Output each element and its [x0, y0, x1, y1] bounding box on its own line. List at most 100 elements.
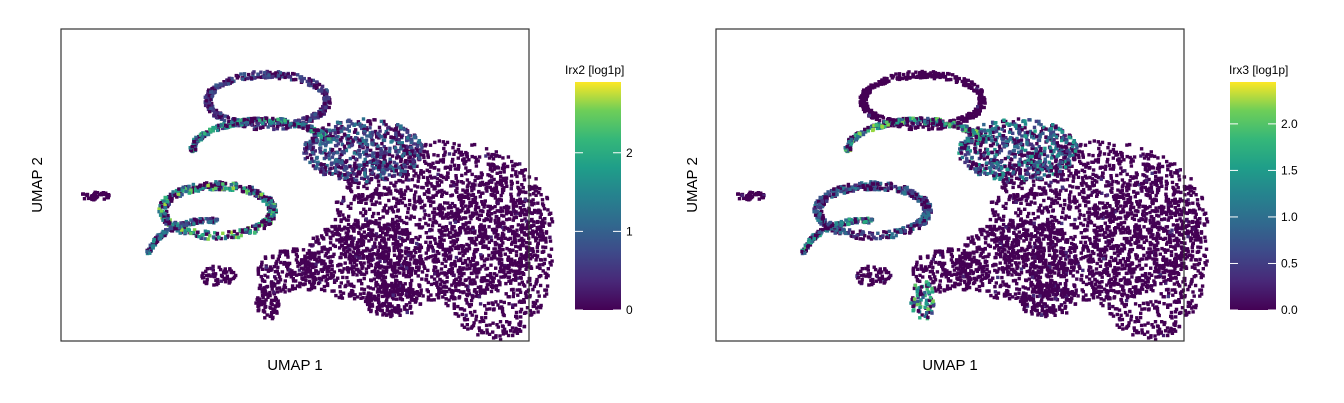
hexbin-cell — [547, 222, 551, 226]
hexbin-cell — [293, 270, 297, 275]
hexbin-cell — [354, 178, 359, 183]
hexbin-cell — [352, 236, 356, 240]
hexbin-cell — [302, 260, 306, 265]
hexbin-cell — [188, 148, 193, 152]
hexbin-cell — [453, 220, 458, 224]
hexbin-cell — [383, 232, 388, 237]
hexbin-cell — [461, 253, 465, 258]
hexbin-cell — [456, 209, 460, 213]
hexbin-cell — [386, 187, 390, 192]
hexbin-cell — [324, 279, 328, 283]
hexbin-cell — [334, 128, 338, 133]
hexbin-cell — [397, 266, 401, 270]
hexbin-cell — [368, 207, 372, 211]
hexbin-cell — [335, 138, 339, 143]
hexbin-cell — [262, 226, 266, 231]
hexbin-cell — [508, 329, 513, 333]
hexbin-cell — [466, 230, 471, 235]
hexbin-cell — [476, 285, 481, 289]
hexbin-cell — [325, 267, 329, 271]
hexbin-cell — [504, 179, 508, 184]
hexbin-cell — [365, 180, 369, 184]
hexbin-cell — [422, 216, 426, 220]
hexbin-cell — [357, 181, 361, 185]
hexbin-cell — [446, 216, 450, 220]
hexbin-cell — [325, 94, 329, 99]
hexbin-cell — [401, 180, 405, 184]
hexbin-cell — [250, 185, 254, 190]
hexbin-cell — [520, 218, 524, 223]
hexbin-cell — [513, 303, 518, 307]
hexbin-cell — [497, 243, 502, 247]
hexbin-cell — [467, 276, 471, 280]
hexbin-cell — [265, 69, 269, 74]
hexbin-cell — [342, 247, 346, 252]
hexbin-cell — [536, 219, 540, 224]
hexbin-cell — [396, 248, 401, 252]
hexbin-cell — [512, 236, 516, 240]
hexbin-cell — [395, 189, 400, 193]
hexbin-cell — [415, 164, 419, 168]
hexbin-cell — [479, 175, 483, 180]
hexbin-cell — [215, 128, 220, 133]
hexbin-cell — [407, 198, 412, 203]
hexbin-cell — [285, 264, 290, 268]
hexbin-cell — [395, 227, 399, 231]
hexbin-cell — [397, 253, 402, 257]
hexbin-cell — [433, 272, 437, 276]
hexbin-cell — [206, 237, 210, 241]
hexbin-cell — [487, 332, 492, 336]
hexbin-cell — [359, 200, 363, 204]
hexbin-cell — [148, 251, 152, 255]
hexbin-cell — [498, 334, 502, 338]
hexbin-cell — [329, 140, 333, 144]
hexbin-cell — [304, 149, 308, 153]
hexbin-cell — [380, 163, 385, 168]
hexbin-cell — [445, 191, 449, 195]
hexbin-cell — [303, 157, 307, 161]
hexbin-cell — [226, 78, 231, 83]
hexbin-cell — [443, 247, 447, 252]
hexbin-cell — [345, 127, 350, 131]
hexbin-cell — [183, 230, 188, 235]
hexbin-cell — [514, 326, 518, 331]
hexbin-cell — [269, 197, 273, 201]
hexbin-cell — [213, 182, 218, 186]
hexbin-cell — [385, 267, 389, 272]
hexbin-cell — [203, 95, 207, 99]
hexbin-cell — [215, 124, 219, 128]
hexbin-cell — [384, 289, 388, 293]
hexbin-cell — [409, 278, 414, 283]
hexbin-cell — [542, 207, 547, 211]
hexbin-cell — [503, 264, 507, 268]
hexbin-cell — [406, 253, 410, 257]
hexbin-cell — [442, 233, 447, 237]
hexbin-cell — [488, 323, 492, 327]
hexbin-cell — [445, 140, 450, 145]
hexbin-cell — [544, 236, 548, 240]
hexbin-cell — [531, 192, 536, 196]
hexbin-cell — [319, 287, 324, 292]
hexbin-cell — [214, 115, 219, 120]
hexbin-cell — [163, 212, 167, 216]
hexbin-cell — [400, 266, 404, 271]
hexbin-cell — [217, 187, 222, 192]
hexbin-cell — [406, 270, 411, 274]
hexbin-cell — [450, 201, 455, 206]
hexbin-cell — [165, 217, 170, 221]
hexbin-cell — [301, 122, 305, 126]
hexbin-cell — [263, 70, 267, 75]
hexbin-cell — [492, 276, 496, 280]
hexbin-cell — [274, 277, 278, 281]
hexbin-cell — [486, 152, 490, 156]
hexbin-cell — [367, 180, 371, 185]
hexbin-cell — [409, 250, 413, 255]
hexbin-cell — [247, 72, 251, 77]
hexbin-cell — [423, 213, 427, 217]
hexbin-cell — [382, 122, 386, 126]
hexbin-cell — [402, 151, 406, 156]
hexbin-cell — [414, 269, 418, 273]
hexbin-cell — [471, 225, 475, 230]
hexbin-cell — [435, 269, 440, 273]
hexbin-cell — [508, 269, 512, 273]
